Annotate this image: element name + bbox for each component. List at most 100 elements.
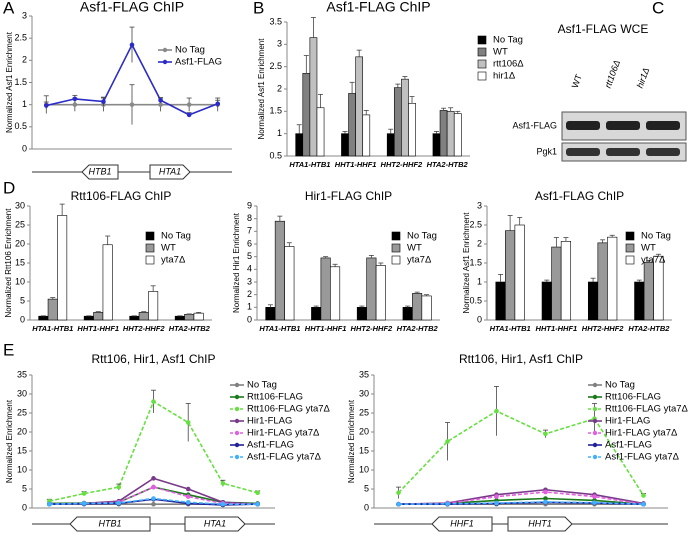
y-tick-label: 0 (20, 314, 25, 324)
point (151, 476, 156, 481)
y-tick-label: 10 (17, 464, 27, 474)
chart-title: Asf1-FLAG ChIP (535, 189, 624, 203)
bar (302, 73, 311, 157)
y-axis-label: Normalized Asf1 Enrichment (257, 38, 266, 140)
legend-marker (234, 418, 240, 424)
point (185, 494, 191, 499)
y-tick-label: 2 (477, 238, 482, 248)
point (592, 500, 597, 505)
point (43, 103, 49, 108)
panel-label: D (3, 178, 15, 197)
y-tick-label: 0.5 (14, 121, 27, 131)
point (543, 431, 548, 437)
legend-label: yta7Δ (161, 255, 186, 266)
point (81, 491, 87, 496)
y-tick-label: 25 (17, 407, 27, 417)
bar (446, 111, 455, 157)
y-tick-label: 7 (247, 226, 252, 236)
legend-marker (592, 454, 598, 460)
panel-label: B (253, 0, 264, 17)
y-tick-label: 2 (22, 55, 27, 65)
y-tick-label: 25 (359, 407, 369, 417)
bar (309, 37, 318, 157)
point (445, 439, 450, 444)
bar (495, 281, 506, 321)
point (494, 494, 499, 499)
bar (355, 56, 364, 157)
gene-arrow (431, 516, 493, 532)
legend-label: Asf1-FLAG (605, 440, 652, 451)
point (186, 112, 192, 118)
series-line (398, 488, 644, 505)
legend-label: yta7Δ (407, 255, 432, 266)
point (396, 501, 401, 507)
bar (439, 110, 448, 157)
y-tick-label: 5 (22, 483, 27, 493)
point (255, 501, 260, 507)
legend-label: WT (641, 243, 656, 254)
y-tick-label: 10 (359, 464, 369, 474)
point (543, 499, 548, 505)
legend-swatch (391, 243, 401, 253)
legend-label: hir1Δ (493, 71, 516, 82)
y-tick-label: 8 (247, 213, 252, 223)
x-tick-label: HHT1-HHF1 (536, 324, 578, 333)
bar-chart: Rtt106-FLAG ChIP Normalized Rtt106 Enrich… (4, 189, 212, 333)
point (185, 500, 191, 505)
bar (505, 230, 516, 321)
bar (356, 307, 367, 321)
western-blot: Asf1-FLAG WCE WT rtt106Δ hir1Δ Asf1-FLAG… (512, 22, 687, 162)
bar (643, 261, 654, 321)
legend-swatch (145, 255, 155, 265)
gene-label: HTB1 (98, 518, 121, 528)
bar-chart: Asf1-FLAG ChIP Normalized Asf1 Enrichment… (462, 189, 672, 333)
y-tick-label: 2 (247, 289, 252, 299)
gene-label: HHF1 (450, 518, 474, 528)
legend-swatch (477, 35, 487, 45)
gene-label: HHT1 (528, 518, 552, 528)
bar (401, 78, 409, 157)
legend-marker (592, 418, 598, 424)
legend-label: Asf1-FLAG (247, 440, 294, 451)
bar (184, 313, 195, 321)
point (129, 42, 135, 48)
legend-swatch (477, 71, 487, 81)
y-tick-label: 1.5 (269, 106, 282, 116)
chart-title: Asf1-FLAG ChIP (326, 0, 430, 15)
legend-label: Hir1-FLAG (247, 416, 292, 427)
chart-title: Rtt106, Hir1, Asf1 ChIP (459, 352, 583, 366)
y-tick-label: 35 (17, 369, 27, 379)
y-tick-label: 9 (247, 200, 252, 210)
legend-swatch (625, 243, 635, 253)
blot-title: Asf1-FLAG WCE (558, 22, 649, 36)
legend-marker (234, 406, 240, 412)
lane-label: rtt106Δ (603, 59, 622, 90)
y-axis-label: Normalized Rtt106 Enrichment (4, 208, 13, 318)
legend-marker (162, 59, 168, 65)
y-tick-label: 1 (22, 99, 27, 109)
gene-arrow (184, 516, 246, 532)
legend-swatch (625, 231, 635, 241)
y-tick-label: 0 (22, 143, 27, 153)
point (445, 501, 450, 507)
y-tick-label: 0.5 (269, 150, 282, 160)
band (566, 121, 600, 130)
row-label: Pgk1 (536, 146, 557, 156)
y-tick-label: 0 (364, 502, 369, 512)
band (606, 121, 640, 130)
bar (607, 236, 618, 321)
gene-arrow (69, 516, 151, 532)
bar (362, 114, 371, 157)
bar (393, 87, 402, 157)
panel-label: A (3, 0, 15, 17)
point (641, 501, 646, 507)
y-tick-label: 3.5 (269, 16, 282, 26)
bar (653, 255, 664, 321)
gene-label: HTA1 (204, 518, 226, 528)
legend-label: Asf1-FLAG (175, 57, 222, 68)
y-tick-label: 2 (277, 83, 282, 93)
x-tick-label: HHT2-HHF2 (351, 324, 393, 333)
y-tick-label: 1 (477, 276, 482, 286)
point (641, 493, 646, 498)
legend-swatch (477, 47, 487, 57)
